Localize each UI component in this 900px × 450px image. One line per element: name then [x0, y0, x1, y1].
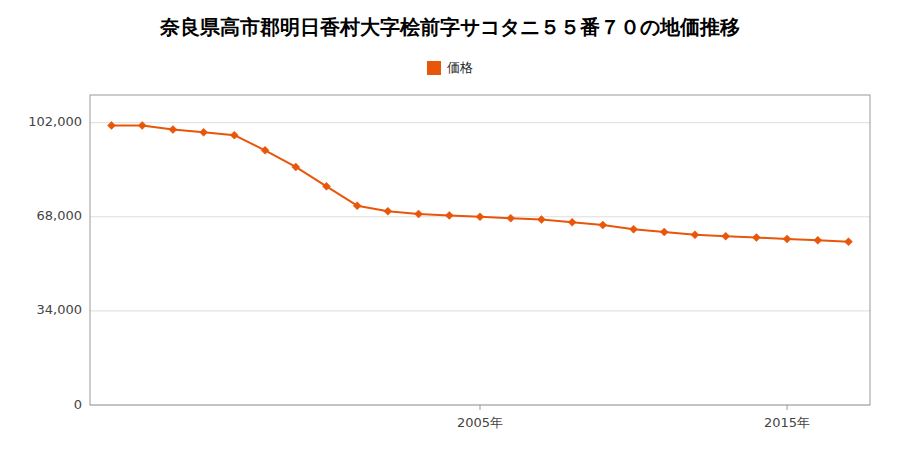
- chart-svg: 奈良県高市郡明日香村大字桧前字サコタニ５５番７０の地価推移 0 34,000 68,0…: [0, 0, 900, 450]
- series-marker: [783, 235, 791, 243]
- series-marker: [537, 216, 545, 224]
- series-marker: [200, 128, 208, 136]
- legend-swatch: [427, 61, 441, 75]
- y-tick-label: 34,000: [37, 302, 83, 317]
- legend-label: 価格: [447, 60, 473, 75]
- chart-title: 奈良県高市郡明日香村大字桧前字サコタニ５５番７０の地価推移: [159, 15, 740, 39]
- series-marker: [722, 232, 730, 240]
- series-marker: [660, 228, 668, 236]
- series-marker: [384, 207, 392, 215]
- grid: [90, 123, 870, 405]
- series-marker: [599, 221, 607, 229]
- series-marker: [752, 234, 760, 242]
- series-line: [112, 125, 849, 241]
- series-marker: [107, 121, 115, 129]
- plot-frame: [90, 95, 870, 405]
- x-tick: [480, 405, 481, 410]
- series-marker: [691, 231, 699, 239]
- series-marker: [568, 218, 576, 226]
- x-tick: [787, 405, 788, 410]
- series-marker: [845, 238, 853, 246]
- series-marker: [292, 163, 300, 171]
- y-axis: 0 34,000 68,000 102,000: [28, 114, 82, 411]
- y-tick-label: 102,000: [28, 114, 82, 129]
- series-marker: [445, 211, 453, 219]
- series-marker: [138, 121, 146, 129]
- series-marker: [476, 213, 484, 221]
- x-axis: 2005年 2015年: [457, 405, 810, 430]
- series-marker: [322, 182, 330, 190]
- series-marker: [169, 126, 177, 134]
- series-marker: [507, 214, 515, 222]
- x-tick-label: 2015年: [764, 415, 810, 430]
- series-marker: [814, 236, 822, 244]
- grid-line: [90, 310, 870, 311]
- y-tick-label: 0: [74, 397, 82, 412]
- series-marker: [630, 225, 638, 233]
- series-marker: [230, 131, 238, 139]
- series-marker: [353, 202, 361, 210]
- legend: 価格: [427, 60, 473, 76]
- plot-data: [107, 121, 852, 245]
- chart-container: 奈良県高市郡明日香村大字桧前字サコタニ５５番７０の地価推移 0 34,000 68,0…: [0, 0, 900, 450]
- grid-line: [90, 122, 870, 123]
- series-marker: [261, 146, 269, 154]
- y-tick-label: 68,000: [37, 208, 83, 223]
- series-marker: [415, 210, 423, 218]
- x-tick-label: 2005年: [457, 415, 503, 430]
